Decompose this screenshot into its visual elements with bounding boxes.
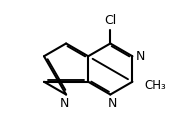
Text: N: N (136, 50, 145, 63)
Text: Cl: Cl (104, 14, 116, 27)
Text: N: N (107, 97, 117, 110)
Text: CH₃: CH₃ (145, 79, 167, 92)
Text: N: N (60, 97, 69, 110)
